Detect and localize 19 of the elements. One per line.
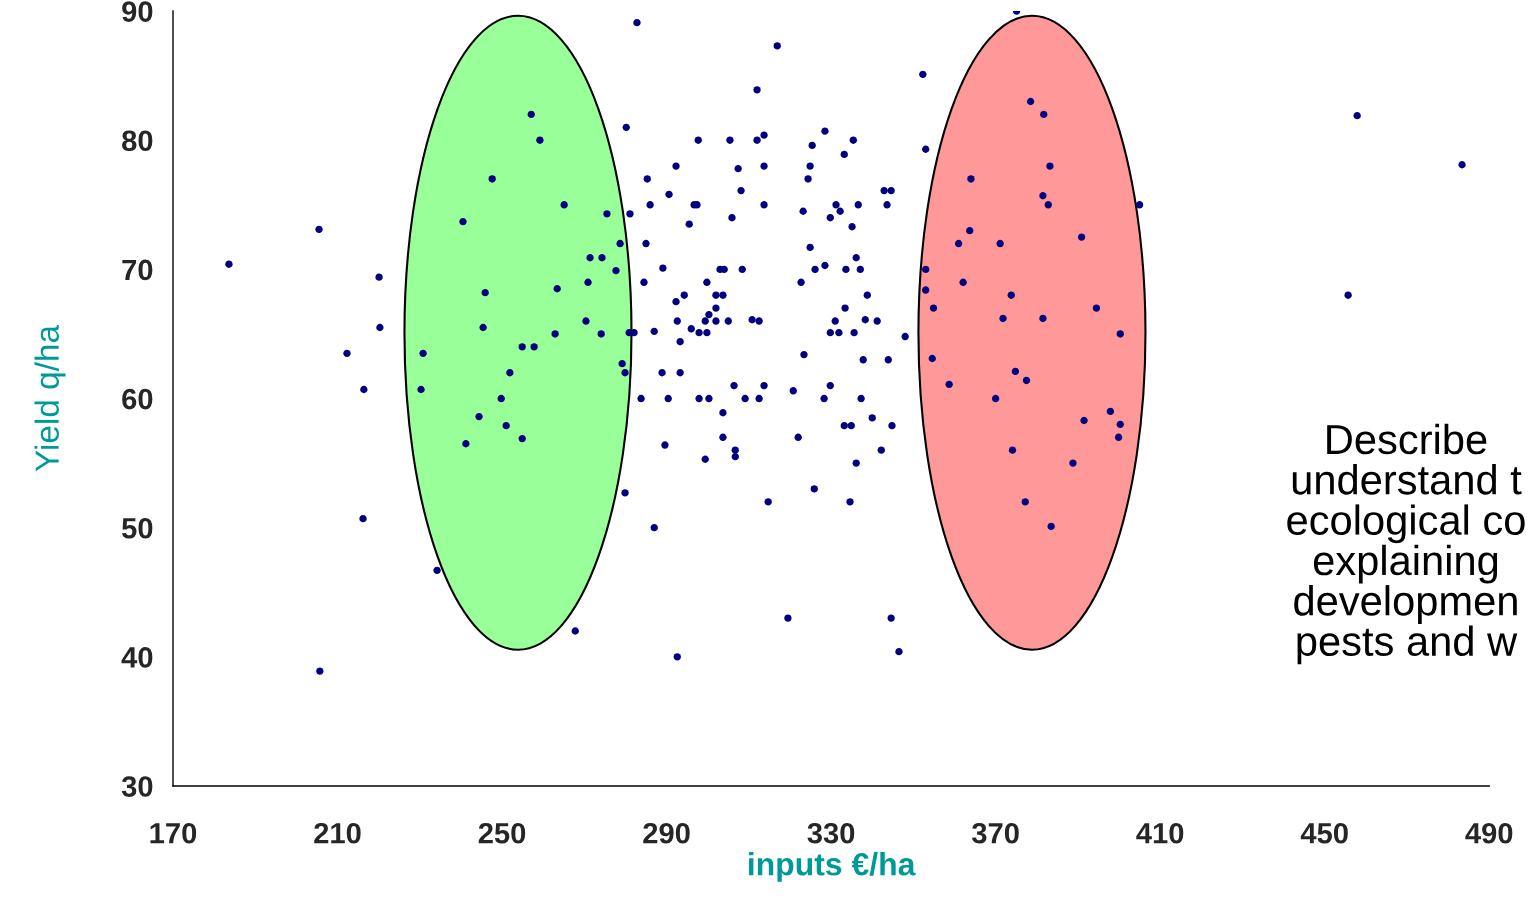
x-tick-label: 250	[478, 822, 526, 844]
x-tick-label: 330	[807, 822, 855, 844]
y-tick-label: 30	[121, 776, 153, 797]
annotation: Describe understand t ecological co explaining developmen pests and w	[1287, 423, 1525, 665]
y-tick-label: 80	[122, 130, 153, 152]
x-tick-label: 490	[1465, 822, 1513, 844]
x-tick-label: 170	[150, 822, 197, 844]
y-tick-label: 50	[122, 517, 153, 539]
y-tick-label: 40	[121, 647, 153, 668]
x-tick-label: 210	[314, 822, 361, 844]
y-tick-label: 90	[122, 1, 153, 22]
x-axis-title: inputs €/ha	[749, 852, 916, 882]
y-tick-label: 70	[122, 259, 153, 281]
x-tick-label: 410	[1136, 822, 1184, 844]
x-tick-label: 370	[971, 822, 1019, 844]
x-tick-label: 290	[643, 822, 690, 844]
y-tick-label: 60	[122, 388, 153, 410]
x-tick-label: 450	[1300, 822, 1348, 844]
y-axis-title: Yield q/ha	[34, 325, 66, 472]
